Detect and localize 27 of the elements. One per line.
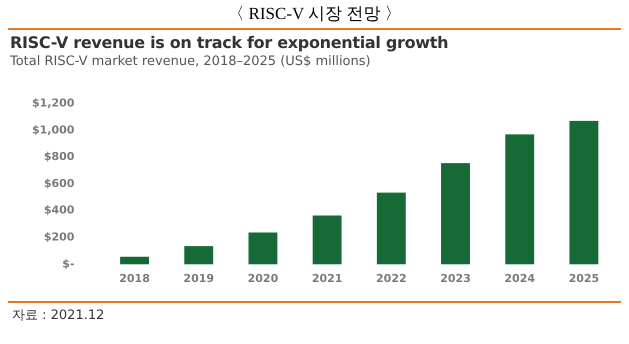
y-tick-label: $800 <box>44 150 75 164</box>
x-tick-label: 2023 <box>440 272 471 285</box>
x-tick-label: 2024 <box>504 272 536 285</box>
bar <box>441 163 470 264</box>
bar <box>184 246 214 264</box>
x-tick-label: 2021 <box>312 272 342 285</box>
x-tick-label: 2019 <box>183 272 214 285</box>
y-tick-label: $- <box>62 257 74 270</box>
bar <box>248 232 278 264</box>
y-tick-label: $200 <box>44 230 75 244</box>
bar <box>569 120 598 264</box>
y-tick-label: $600 <box>44 176 75 190</box>
y-tick-label: $1,000 <box>32 123 75 136</box>
x-tick-label: 2022 <box>376 272 407 285</box>
x-tick-label: 2020 <box>248 272 279 285</box>
y-tick-label: $1,200 <box>32 96 75 110</box>
y-tick-label: $400 <box>44 204 75 217</box>
bar <box>505 134 534 264</box>
text: 자료 : 2021.12 <box>12 307 106 324</box>
bar <box>120 256 149 264</box>
chart-subtitle: Total RISC-V market revenue, 2018–2025 (US$ millions) <box>10 54 372 69</box>
text: 〈 RISC-V 시장 전망 〉 <box>226 3 403 25</box>
x-tick-label: 2025 <box>568 272 600 285</box>
bar <box>312 215 342 264</box>
bar <box>376 192 406 264</box>
chart-title: RISC-V revenue is on track for exponential growth <box>10 33 450 52</box>
x-tick-label: 2018 <box>119 272 150 285</box>
